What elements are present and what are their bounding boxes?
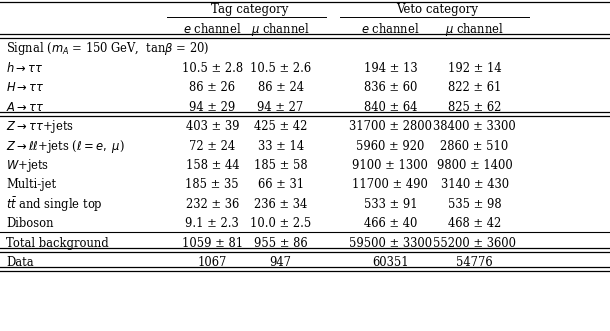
Text: 1059 ± 81: 1059 ± 81: [182, 237, 243, 250]
Text: 236 ± 34: 236 ± 34: [254, 198, 307, 211]
Text: 194 ± 13: 194 ± 13: [364, 62, 417, 75]
Text: 425 ± 42: 425 ± 42: [254, 120, 307, 133]
Text: 158 ± 44: 158 ± 44: [185, 159, 239, 172]
Text: $e$ channel: $e$ channel: [183, 22, 242, 36]
Text: $\mu$ channel: $\mu$ channel: [251, 21, 310, 38]
Text: Signal ($m_A$ = 150 GeV,  tan$\beta$ = 20): Signal ($m_A$ = 150 GeV, tan$\beta$ = 20…: [6, 40, 209, 57]
Text: $Z \rightarrow \tau\tau$+jets: $Z \rightarrow \tau\tau$+jets: [6, 118, 74, 135]
Text: 955 ± 86: 955 ± 86: [254, 237, 307, 250]
Text: Veto category: Veto category: [396, 3, 478, 16]
Text: 10.5 ± 2.6: 10.5 ± 2.6: [250, 62, 311, 75]
Text: 38400 ± 3300: 38400 ± 3300: [433, 120, 516, 133]
Text: 94 ± 29: 94 ± 29: [189, 101, 235, 114]
Text: 1067: 1067: [198, 256, 227, 269]
Text: 72 ± 24: 72 ± 24: [189, 140, 235, 153]
Text: Diboson: Diboson: [6, 217, 54, 230]
Text: 66 ± 31: 66 ± 31: [257, 178, 304, 191]
Text: 403 ± 39: 403 ± 39: [185, 120, 239, 133]
Text: 533 ± 91: 533 ± 91: [364, 198, 417, 211]
Text: 9100 ± 1300: 9100 ± 1300: [353, 159, 428, 172]
Text: $H \rightarrow \tau\tau$: $H \rightarrow \tau\tau$: [6, 81, 45, 94]
Text: 9.1 ± 2.3: 9.1 ± 2.3: [185, 217, 239, 230]
Text: 31700 ± 2800: 31700 ± 2800: [349, 120, 432, 133]
Text: 185 ± 58: 185 ± 58: [254, 159, 307, 172]
Text: 86 ± 26: 86 ± 26: [189, 81, 235, 94]
Text: 947: 947: [270, 256, 292, 269]
Text: 5960 ± 920: 5960 ± 920: [356, 140, 425, 153]
Text: $W$+jets: $W$+jets: [6, 157, 49, 174]
Text: $t\bar{t}$ and single top: $t\bar{t}$ and single top: [6, 195, 103, 213]
Text: Total background: Total background: [6, 237, 109, 250]
Text: Multi-jet: Multi-jet: [6, 178, 56, 191]
Text: Tag category: Tag category: [211, 3, 288, 16]
Text: $h \rightarrow \tau\tau$: $h \rightarrow \tau\tau$: [6, 61, 43, 75]
Text: 840 ± 64: 840 ± 64: [364, 101, 417, 114]
Text: 33 ± 14: 33 ± 14: [257, 140, 304, 153]
Text: 10.0 ± 2.5: 10.0 ± 2.5: [250, 217, 311, 230]
Text: 55200 ± 3600: 55200 ± 3600: [433, 237, 516, 250]
Text: 60351: 60351: [372, 256, 409, 269]
Text: 192 ± 14: 192 ± 14: [448, 62, 501, 75]
Text: 822 ± 61: 822 ± 61: [448, 81, 501, 94]
Text: 59500 ± 3300: 59500 ± 3300: [349, 237, 432, 250]
Text: 466 ± 40: 466 ± 40: [364, 217, 417, 230]
Text: 836 ± 60: 836 ± 60: [364, 81, 417, 94]
Text: 54776: 54776: [456, 256, 493, 269]
Text: $e$ channel: $e$ channel: [361, 22, 420, 36]
Text: 535 ± 98: 535 ± 98: [448, 198, 501, 211]
Text: 232 ± 36: 232 ± 36: [185, 198, 239, 211]
Text: 10.5 ± 2.8: 10.5 ± 2.8: [182, 62, 243, 75]
Text: 185 ± 35: 185 ± 35: [185, 178, 239, 191]
Text: 2860 ± 510: 2860 ± 510: [440, 140, 509, 153]
Text: 94 ± 27: 94 ± 27: [257, 101, 304, 114]
Text: $\mu$ channel: $\mu$ channel: [445, 21, 504, 38]
Text: Data: Data: [6, 256, 34, 269]
Text: $A \rightarrow \tau\tau$: $A \rightarrow \tau\tau$: [6, 101, 45, 114]
Text: 3140 ± 430: 3140 ± 430: [440, 178, 509, 191]
Text: 468 ± 42: 468 ± 42: [448, 217, 501, 230]
Text: 825 ± 62: 825 ± 62: [448, 101, 501, 114]
Text: 11700 ± 490: 11700 ± 490: [353, 178, 428, 191]
Text: 9800 ± 1400: 9800 ± 1400: [437, 159, 512, 172]
Text: 86 ± 24: 86 ± 24: [257, 81, 304, 94]
Text: $Z \rightarrow \ell\ell$+jets ($\ell = e,\ \mu$): $Z \rightarrow \ell\ell$+jets ($\ell = e…: [6, 137, 125, 155]
